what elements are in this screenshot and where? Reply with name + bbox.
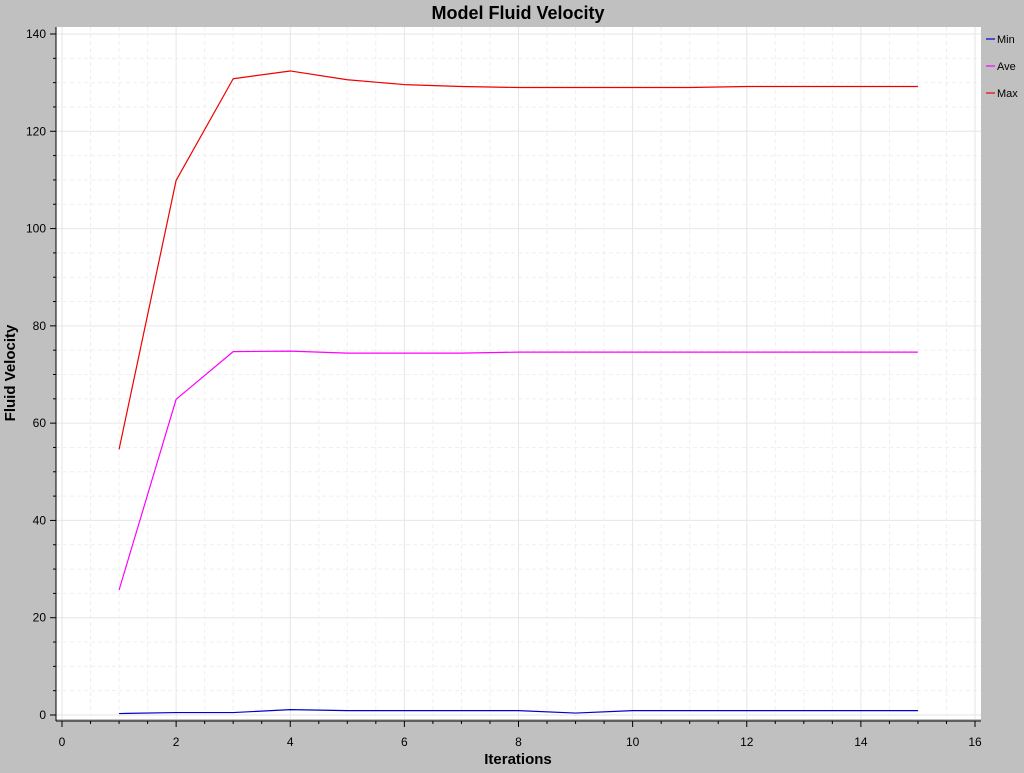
series bbox=[118, 70, 918, 715]
y-tick-label: 0 bbox=[39, 708, 46, 722]
axes: 0 20 40 60 80 100 120 140 0 2 4 6 8 10 12 14 16 bbox=[26, 27, 982, 749]
legend: Min Ave Max bbox=[986, 34, 1018, 100]
x-tick-label: 2 bbox=[173, 735, 180, 749]
y-tick-label: 80 bbox=[33, 319, 47, 333]
legend-label-min: Min bbox=[997, 34, 1015, 46]
y-axis-label: Fluid Velocity bbox=[2, 324, 19, 421]
y-tick-label: 120 bbox=[26, 124, 46, 138]
chart-title: Model Fluid Velocity bbox=[431, 3, 604, 23]
x-tick-label: 8 bbox=[515, 735, 522, 749]
y-tick-label: 40 bbox=[33, 513, 47, 527]
x-tick-label: 0 bbox=[59, 735, 66, 749]
series-line-ave bbox=[118, 350, 918, 591]
x-tick-label: 14 bbox=[854, 735, 868, 749]
legend-label-ave: Ave bbox=[997, 61, 1016, 73]
legend-label-max: Max bbox=[997, 88, 1018, 100]
series-line-max bbox=[118, 70, 918, 450]
x-tick-label: 16 bbox=[968, 735, 982, 749]
series-line-min bbox=[119, 709, 918, 715]
x-tick-label: 6 bbox=[401, 735, 408, 749]
x-axis-label: Iterations bbox=[484, 751, 552, 768]
y-tick-label: 100 bbox=[26, 222, 46, 236]
y-tick-label: 20 bbox=[33, 611, 47, 625]
y-tick-label: 60 bbox=[33, 416, 47, 430]
y-tick-label: 140 bbox=[26, 27, 46, 41]
x-tick-label: 12 bbox=[740, 735, 754, 749]
x-tick-label: 10 bbox=[626, 735, 640, 749]
grid bbox=[56, 27, 981, 719]
x-tick-label: 4 bbox=[287, 735, 294, 749]
